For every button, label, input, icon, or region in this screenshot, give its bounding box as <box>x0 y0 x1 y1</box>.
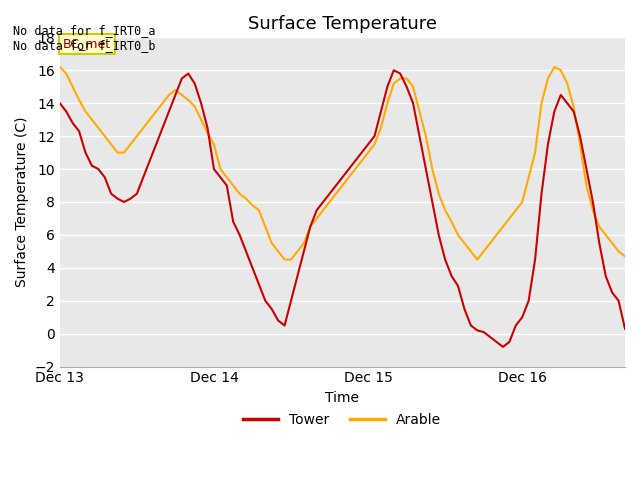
Text: BC_met: BC_met <box>63 37 111 50</box>
Legend: Tower, Arable: Tower, Arable <box>238 407 447 432</box>
Title: Surface Temperature: Surface Temperature <box>248 15 437 33</box>
Text: No data for f_IRT0_a
No data for f_IRT0_b: No data for f_IRT0_a No data for f_IRT0_… <box>13 24 156 52</box>
X-axis label: Time: Time <box>325 391 360 405</box>
Y-axis label: Surface Temperature (C): Surface Temperature (C) <box>15 117 29 287</box>
